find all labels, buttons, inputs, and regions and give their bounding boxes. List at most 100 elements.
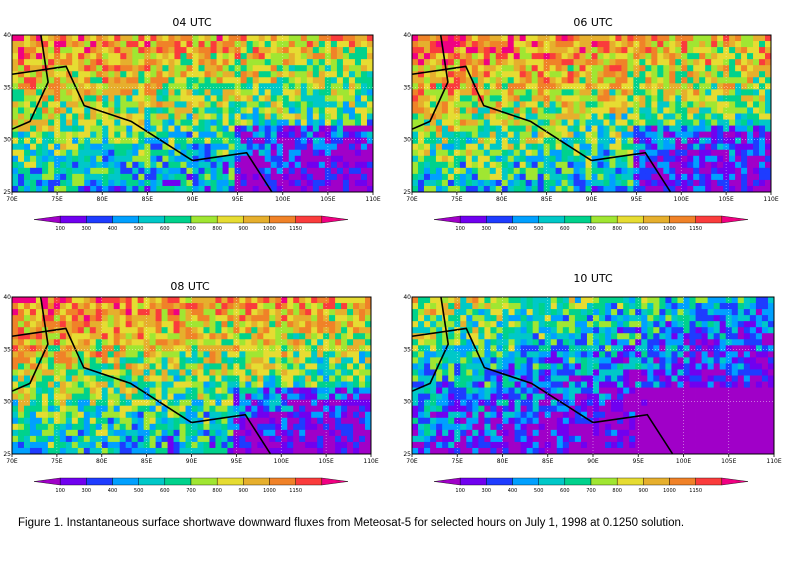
map-cell xyxy=(318,41,326,48)
map-cell xyxy=(35,435,43,443)
map-cell xyxy=(597,125,604,133)
map-cell xyxy=(365,357,372,364)
map-cell xyxy=(96,47,103,54)
map-cell xyxy=(270,71,278,78)
map-cell xyxy=(723,167,730,175)
map-cell xyxy=(264,83,272,90)
map-cell xyxy=(168,83,175,90)
map-cell xyxy=(568,303,576,310)
map-cell xyxy=(59,405,67,413)
map-cell xyxy=(89,321,97,328)
map-cell xyxy=(257,411,264,419)
map-cell xyxy=(131,369,139,376)
map-cell xyxy=(281,363,288,370)
map-cell xyxy=(29,303,37,310)
map-cell xyxy=(185,441,192,449)
map-cell xyxy=(549,65,556,72)
map-cell xyxy=(741,125,748,133)
map-cell xyxy=(216,161,223,169)
map-cell xyxy=(191,369,198,376)
map-cell xyxy=(150,59,157,66)
map-cell xyxy=(573,101,580,108)
map-cell xyxy=(471,65,479,72)
map-cell xyxy=(18,131,25,139)
map-cell xyxy=(550,297,558,304)
map-cell xyxy=(731,303,739,310)
map-cell xyxy=(161,345,168,352)
map-cell xyxy=(729,101,736,108)
map-cell xyxy=(204,41,211,48)
map-cell xyxy=(126,41,133,48)
map-cell xyxy=(330,35,338,42)
map-cell xyxy=(525,125,533,133)
map-cell xyxy=(264,89,272,96)
map-cell xyxy=(71,351,79,358)
map-cell xyxy=(24,77,31,84)
map-cell xyxy=(293,411,300,419)
map-cell xyxy=(174,35,181,42)
map-cell xyxy=(353,405,360,413)
map-cell xyxy=(192,59,199,66)
map-cell xyxy=(18,101,25,108)
map-cell xyxy=(156,41,163,48)
map-cell xyxy=(180,35,187,42)
map-cell xyxy=(741,173,748,181)
map-cell xyxy=(228,101,236,108)
map-cell xyxy=(17,399,25,407)
map-cell xyxy=(107,363,115,370)
map-cell xyxy=(114,95,121,102)
map-cell xyxy=(591,143,598,151)
map-cell xyxy=(502,297,509,304)
map-cell xyxy=(663,125,670,133)
map-cell xyxy=(336,53,344,60)
map-cell xyxy=(681,155,688,163)
map-cell xyxy=(66,167,73,175)
map-cell xyxy=(168,107,175,114)
map-cell xyxy=(120,149,127,157)
map-cell xyxy=(360,185,368,193)
map-cell xyxy=(501,107,509,114)
map-cell xyxy=(306,59,314,66)
map-cell xyxy=(354,71,362,78)
map-cell xyxy=(252,71,260,78)
map-cell xyxy=(29,381,37,388)
map-cell xyxy=(459,95,467,102)
map-cell xyxy=(210,137,217,145)
map-cell xyxy=(365,381,372,388)
map-cell xyxy=(251,387,258,395)
map-cell xyxy=(204,185,211,193)
map-cell xyxy=(126,185,133,193)
map-cell xyxy=(765,83,772,90)
map-cell xyxy=(263,327,270,334)
map-cell xyxy=(531,131,539,139)
map-cell xyxy=(227,327,234,334)
map-cell xyxy=(264,149,272,157)
map-cell xyxy=(765,41,772,48)
map-cell xyxy=(519,173,527,181)
map-cell xyxy=(174,131,181,139)
map-cell xyxy=(257,303,264,310)
map-cell xyxy=(293,327,300,334)
map-cell xyxy=(264,167,272,175)
map-cell xyxy=(173,387,180,395)
map-cell xyxy=(483,155,491,163)
map-cell xyxy=(12,89,19,96)
map-cell xyxy=(42,41,49,48)
map-cell xyxy=(519,113,527,120)
map-cell xyxy=(633,167,640,175)
map-cell xyxy=(161,405,168,413)
map-cell xyxy=(759,95,766,102)
map-cell xyxy=(711,113,718,120)
map-cell xyxy=(150,119,157,126)
map-cell xyxy=(275,303,282,310)
map-cell xyxy=(459,143,467,151)
map-cell xyxy=(192,167,199,175)
map-cell xyxy=(222,89,229,96)
map-cell xyxy=(23,309,31,316)
map-cell xyxy=(501,185,509,193)
map-cell xyxy=(747,77,754,84)
map-cell xyxy=(221,321,228,328)
map-cell xyxy=(66,149,73,157)
map-cell xyxy=(12,363,19,370)
map-cell xyxy=(120,89,127,96)
